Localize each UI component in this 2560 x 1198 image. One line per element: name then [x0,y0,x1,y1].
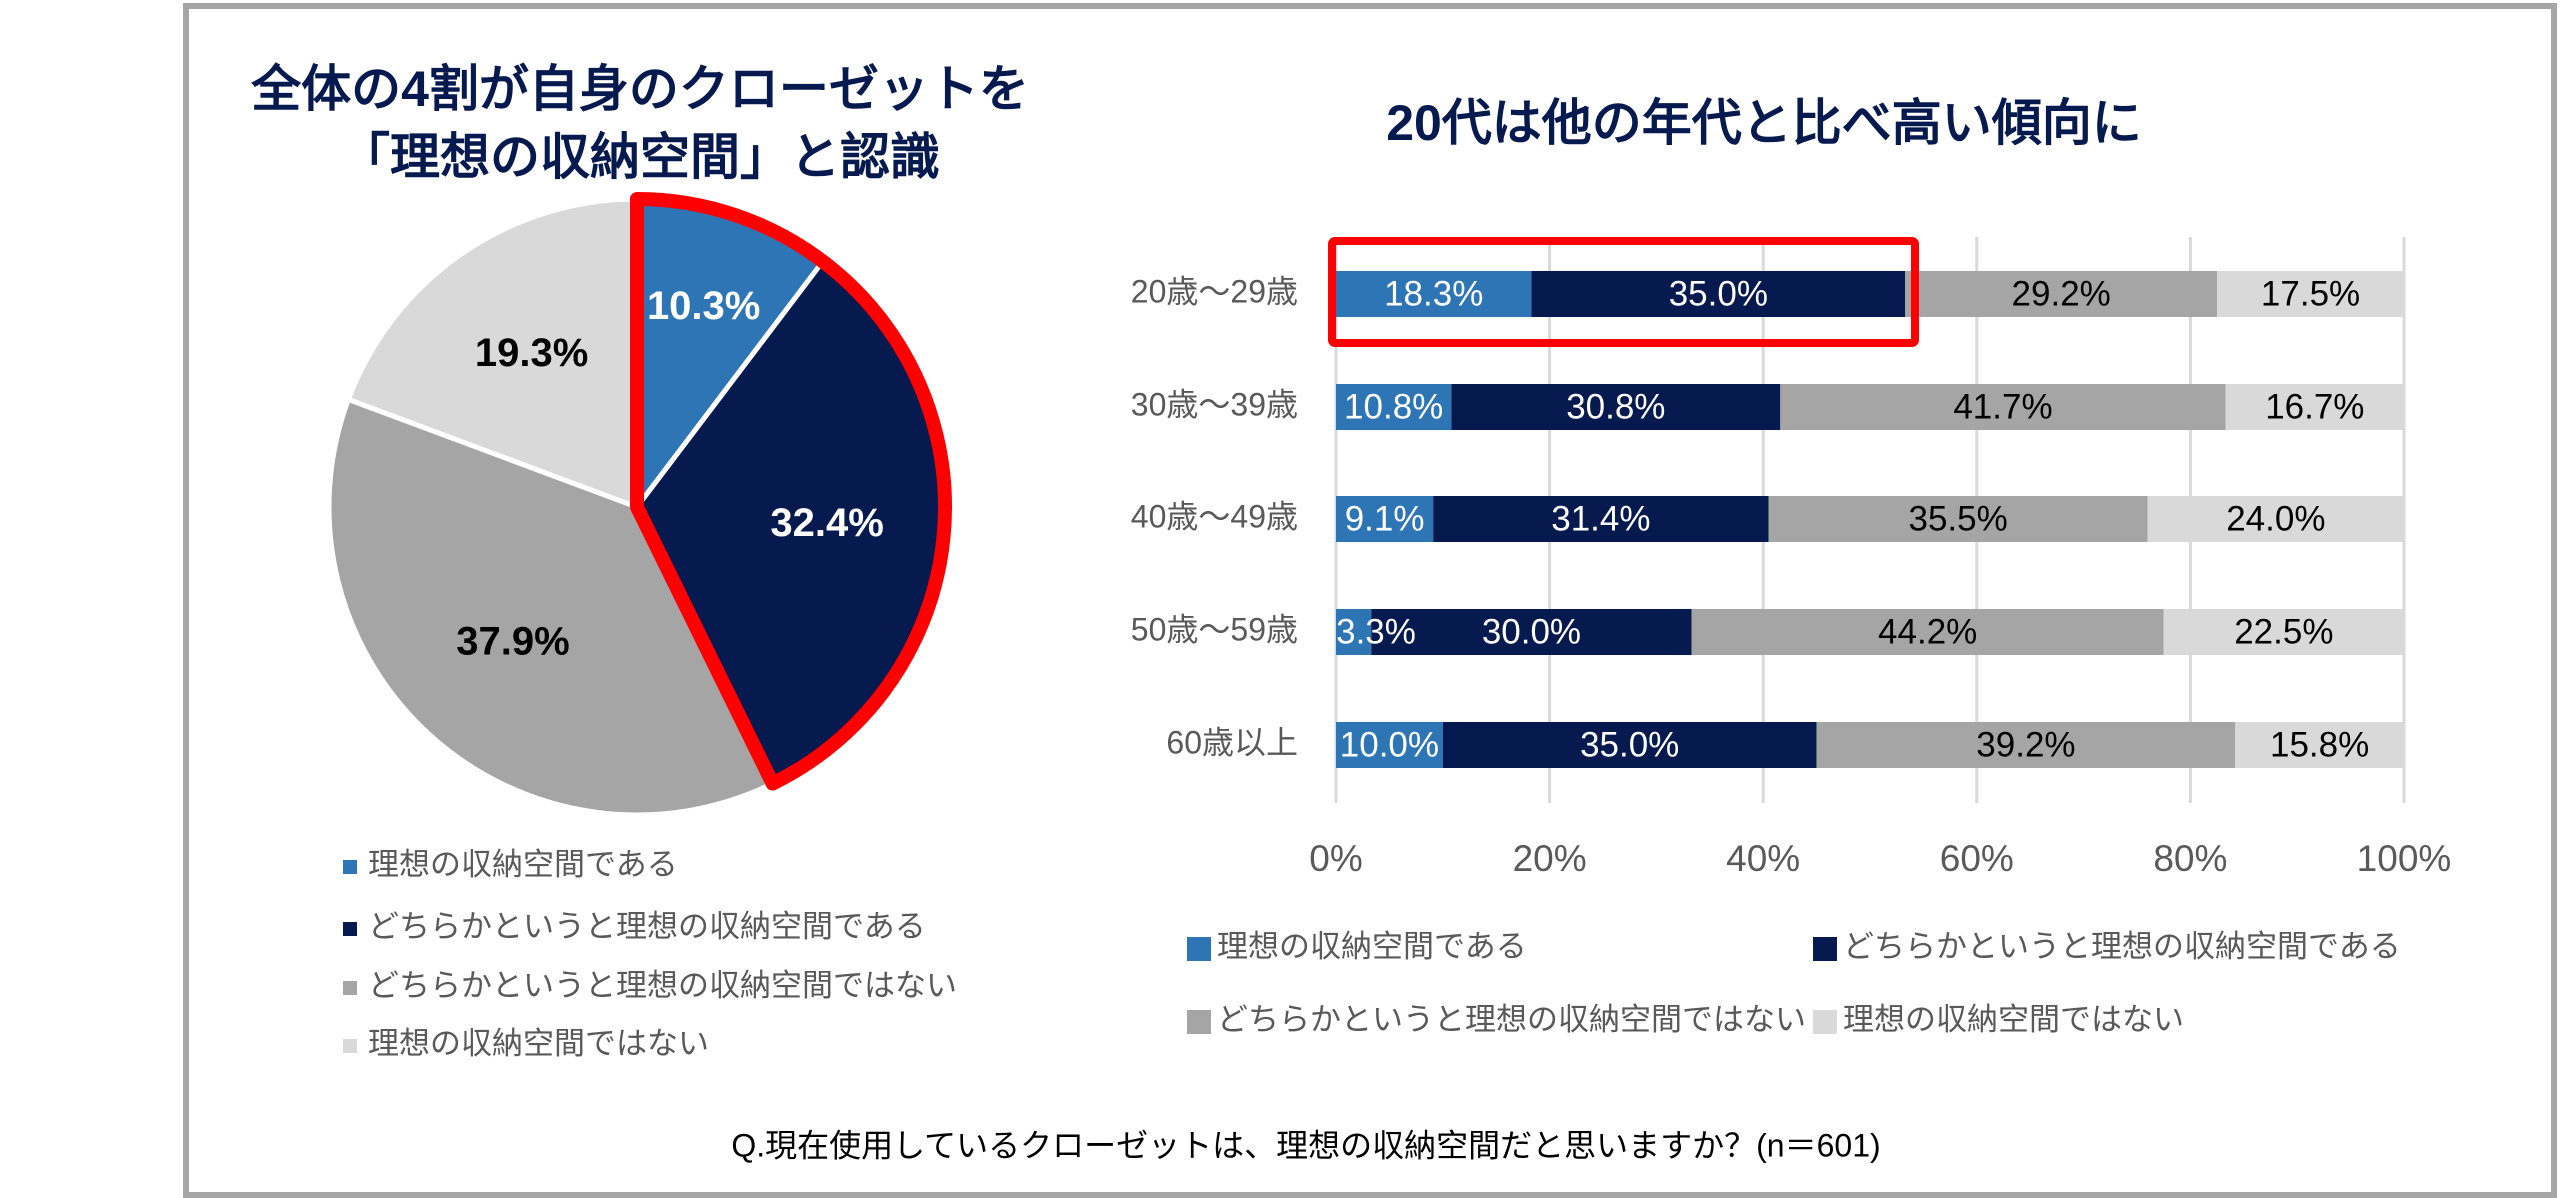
bar-segment [2235,722,2404,768]
bar-value-label: 35.0% [1669,274,1768,313]
bar-value-label: 41.7% [1953,387,2052,426]
bar-segment [1780,384,2226,430]
legend-label: 理想の収納空間ではない [1843,1002,2184,1037]
category-label: 30歳〜39歳 [1131,386,1298,422]
bar-segment [1531,271,1906,317]
bar-segment [1336,722,1443,768]
legend-swatch [343,1039,357,1053]
bar-segment [1371,609,1692,655]
legend-label: 理想の収納空間ではない [368,1026,709,1061]
bar-value-label: 9.1% [1345,499,1425,538]
legend-swatch [1813,1010,1837,1034]
category-label: 40歳〜49歳 [1131,498,1298,534]
bar-value-label: 35.5% [1908,499,2007,538]
pie-chart: 10.3% 32.4% 37.9% 19.3% [326,192,952,818]
bar-value-label: 3.3% [1336,612,1416,651]
bar-segment [1768,496,2148,542]
x-tick-label: 0% [1309,838,1362,879]
bar-segment [2217,271,2404,317]
legend-swatch [343,922,357,936]
bar-value-label: 15.8% [2270,725,2369,764]
pie-value-label: 19.3% [475,331,588,375]
chart-frame [183,3,2557,1198]
bar-value-label: 10.0% [1340,725,1439,764]
legend-swatch [1187,1010,1211,1034]
bar-segment [2163,609,2404,655]
pie-slice [326,396,776,818]
x-tick-label: 20% [1513,838,1587,879]
bar-segment [1336,496,1434,542]
legend-label: どちらかというと理想の収納空間である [1843,929,2401,964]
bar-segment [1336,271,1532,317]
bar-value-label: 16.7% [2265,387,2364,426]
category-label: 60歳以上 [1166,724,1298,760]
legend-label: どちらかというと理想の収納空間である [368,909,926,944]
category-label: 20歳〜29歳 [1131,273,1298,309]
bar-value-label: 24.0% [2226,499,2325,538]
pie-title-line-2: 「理想の収納空間」と認識 [340,129,940,185]
x-tick-label: 60% [1940,838,2014,879]
pie-highlight-outline [630,192,952,791]
bar-segment [2225,384,2404,430]
bar-segment [1442,722,1817,768]
bar-title: 20代は他の年代と比べ高い傾向に [1386,95,2142,151]
legend-label: 理想の収納空間である [368,847,678,882]
bar-legend: 理想の収納空間である どちらかというと理想の収納空間であるどちらかというと理想の収… [1187,929,2401,1037]
bar-value-label: 44.2% [1878,612,1977,651]
bar-gridlines: 0% 20% 40% 60% 80% 100% [1309,237,2451,879]
bar-chart: 20歳〜29歳 18.3% 35.0% 29.2% 17.5% 30歳〜39歳 10.8% 3… [1131,237,2404,768]
legend-label: どちらかというと理想の収納空間ではない [1217,1002,1806,1037]
category-label: 50歳〜59歳 [1131,611,1298,647]
pie-title-line-1: 全体の4割が自身のクローゼットを [250,61,1029,117]
legend-swatch [343,981,357,995]
bar-value-label: 30.0% [1482,612,1581,651]
bar-value-label: 22.5% [2234,612,2333,651]
pie-legend: 理想の収納空間であるどちらかというと理想の収納空間であるどちらかというと理想の収… [343,847,957,1061]
x-tick-label: 40% [1726,838,1800,879]
bar-segment [2147,496,2404,542]
bar-value-label: 29.2% [2012,274,2111,313]
pie-slice [345,196,640,511]
pie-value-label: 10.3% [647,284,760,328]
legend-swatch [1813,937,1837,961]
legend-swatch [343,860,357,874]
bar-value-label: 35.0% [1580,725,1679,764]
bar-segment [1433,496,1769,542]
x-tick-label: 80% [2153,838,2227,879]
bar-value-label: 18.3% [1384,274,1483,313]
bar-value-label: 31.4% [1551,499,1650,538]
bar-segment [1691,609,2164,655]
bar-value-label: 30.8% [1566,387,1665,426]
bar-segment [1336,609,1372,655]
legend-swatch [1187,937,1211,961]
legend-label: 理想の収納空間である [1217,929,1527,964]
x-tick-label: 100% [2357,838,2452,879]
bar-value-label: 10.8% [1344,387,1443,426]
pie-value-label: 32.4% [770,501,883,545]
legend-label: どちらかというと理想の収納空間ではない [368,968,957,1003]
bar-segment [1905,271,2218,317]
bar-segment [1816,722,2236,768]
bar-value-label: 39.2% [1976,725,2075,764]
bar-value-label: 17.5% [2261,274,2360,313]
bar-segment [1451,384,1781,430]
highlight-box [1328,237,1919,347]
footnote: Q.現在使用しているクローゼットは、理想の収納空間だと思いますか？(n＝601) [731,1127,1880,1163]
pie-value-label: 37.9% [456,620,569,664]
bar-segment [1336,384,1452,430]
